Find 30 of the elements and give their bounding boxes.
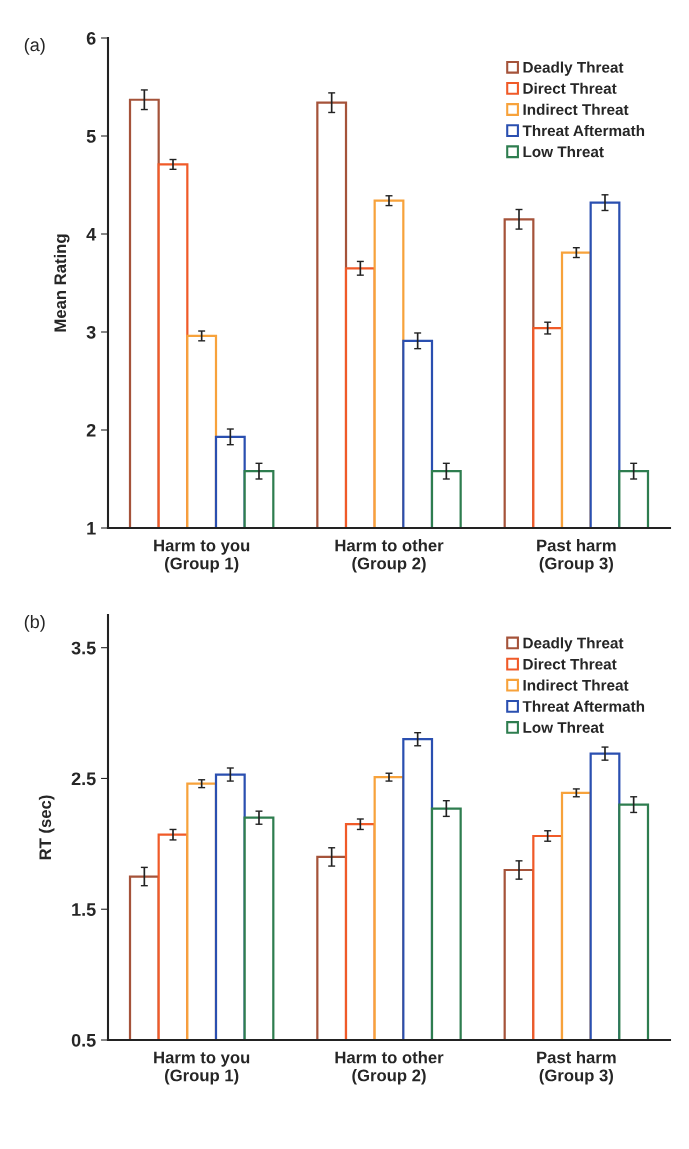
y-tick-label: 3.5 [71, 641, 96, 655]
legend-label: Deadly Threat [523, 637, 624, 652]
text: (a) [24, 38, 45, 55]
legend-label: Direct Threat [523, 82, 617, 94]
x-tick-label: Harm to other (Group 2) [335, 1051, 444, 1085]
y-tick-label: 2.5 [71, 772, 96, 786]
x-tick-label: Harm to other (Group 2) [335, 539, 444, 573]
y-tick-label: 0.5 [71, 1033, 96, 1047]
y-tick-label: 2 [86, 423, 96, 437]
legend-label: Deadly Threat [523, 61, 624, 76]
x-tick-label: Past harm (Group 3) [537, 1051, 616, 1085]
y-axis-title: RT (sec) [38, 795, 55, 860]
legend-label: Threat Aftermath [522, 700, 645, 712]
legend-label: Indirect Threat [523, 103, 629, 116]
legend-label: Low Threat [523, 721, 604, 733]
legend-label: Indirect Threat [523, 679, 629, 691]
x-tick-label: Harm to you (Group 1) [154, 1051, 250, 1085]
x-tick-label: Harm to you (Group 1) [154, 539, 250, 573]
x-tick-label: Past harm (Group 3) [537, 539, 616, 573]
y-tick-label: 5 [86, 130, 96, 143]
text: (b) [24, 615, 45, 632]
legend-label: Threat Aftermath [522, 124, 645, 137]
y-tick-label: 6 [86, 31, 96, 45]
y-tick-label: 1 [87, 522, 96, 535]
legend-label: Direct Threat [523, 658, 617, 670]
y-tick-label: 1.5 [72, 903, 96, 916]
y-tick-label: 3 [86, 325, 96, 339]
legend-label: Low Threat [523, 146, 604, 158]
y-tick-label: 4 [86, 228, 97, 241]
y-axis-title: Mean Rating [53, 234, 70, 332]
